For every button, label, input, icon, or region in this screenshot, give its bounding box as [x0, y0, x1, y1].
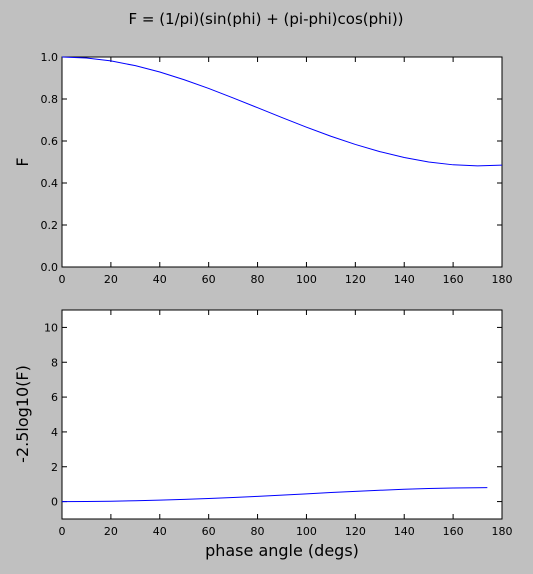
top-y-tick-label: 0.6	[41, 135, 59, 148]
bottom-x-tick-label: 180	[492, 525, 513, 538]
top-x-ticks: 0 20 40 60 80 100 120 140 160 180	[59, 57, 513, 286]
bottom-x-tick-label: 160	[443, 525, 464, 538]
top-x-tick-label: 0	[59, 273, 66, 286]
bottom-x-axis-label: phase angle (degs)	[205, 541, 359, 560]
top-y-axis-label: F	[13, 157, 32, 166]
bottom-plot-area	[61, 309, 503, 520]
top-x-tick-label: 80	[251, 273, 265, 286]
top-plot-area	[61, 56, 503, 268]
bottom-x-tick-label: 60	[202, 525, 216, 538]
top-y-ticks: 0.0 0.2 0.4 0.6 0.8 1.0	[41, 51, 502, 274]
bottom-chart: 0 20 40 60 80 100 120 140 160 180 0 2 4 6 8 10 -2.5log…	[13, 309, 513, 560]
bottom-y-tick-label: 6	[51, 391, 58, 404]
figure-title: F = (1/pi)(sin(phi) + (pi-phi)cos(phi))	[128, 10, 403, 28]
top-y-tick-label: 1.0	[41, 51, 59, 64]
bottom-series-line	[61, 487, 488, 503]
top-series-line	[61, 56, 503, 167]
bottom-x-tick-label: 100	[296, 525, 317, 538]
bottom-x-ticks: 0 20 40 60 80 100 120 140 160 180	[59, 310, 513, 538]
bottom-y-tick-label: 10	[44, 321, 58, 334]
top-x-tick-label: 140	[394, 273, 415, 286]
bottom-x-tick-label: 140	[394, 525, 415, 538]
bottom-y-tick-label: 4	[51, 426, 58, 439]
bottom-y-tick-label: 0	[51, 496, 58, 509]
top-x-tick-label: 40	[153, 273, 167, 286]
bottom-x-tick-label: 80	[251, 525, 265, 538]
bottom-x-tick-label: 120	[345, 525, 366, 538]
top-x-tick-label: 100	[296, 273, 317, 286]
bottom-y-axis-label: -2.5log10(F)	[13, 365, 32, 463]
bottom-x-tick-label: 20	[104, 525, 118, 538]
top-y-tick-label: 0.0	[41, 261, 59, 274]
bottom-x-tick-label: 40	[153, 525, 167, 538]
top-y-tick-label: 0.2	[41, 219, 59, 232]
top-x-tick-label: 180	[492, 273, 513, 286]
top-x-tick-label: 120	[345, 273, 366, 286]
top-chart: 0 20 40 60 80 100 120 140 160 180 0.0 0.2 0.4 0.6 0.8…	[13, 51, 513, 286]
bottom-y-ticks: 0 2 4 6 8 10	[44, 321, 502, 509]
bottom-y-tick-label: 8	[51, 356, 58, 369]
bottom-x-tick-label: 0	[59, 525, 66, 538]
top-x-tick-label: 160	[443, 273, 464, 286]
top-y-tick-label: 0.4	[41, 177, 59, 190]
top-x-tick-label: 20	[104, 273, 118, 286]
top-x-tick-label: 60	[202, 273, 216, 286]
top-y-tick-label: 0.8	[41, 93, 59, 106]
bottom-y-tick-label: 2	[51, 461, 58, 474]
